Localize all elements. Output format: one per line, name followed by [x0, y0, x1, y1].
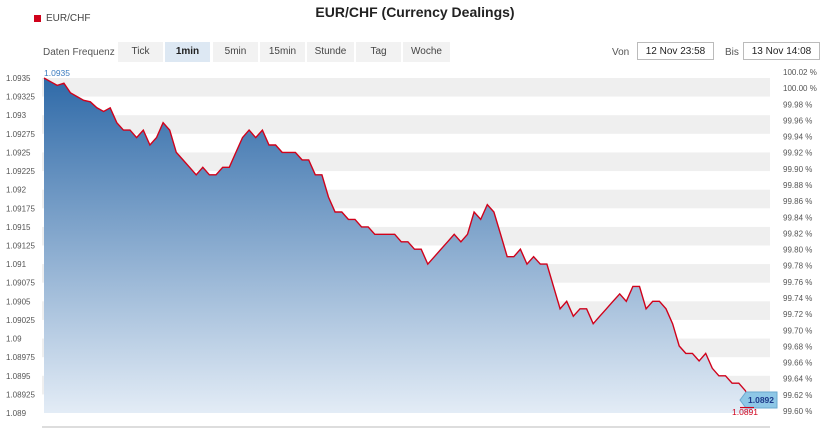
frequency-label: Daten Frequenz — [43, 47, 115, 58]
series-line — [43, 77, 753, 406]
current-value-badge — [739, 391, 778, 409]
y-right-tick-label: 99.88 % — [783, 181, 812, 190]
tab-stunde[interactable]: Stunde — [307, 42, 354, 62]
tab-15min[interactable]: 15min — [260, 42, 305, 62]
grid-band — [42, 115, 770, 134]
y-tick-label: 1.0915 — [6, 223, 31, 232]
y-tick-label: 1.0895 — [6, 372, 31, 381]
price-markers: 1.0935 1.0892 1.0891 — [44, 68, 778, 417]
start-value-label: 1.0935 — [44, 68, 70, 78]
y-tick-label: 1.09125 — [6, 242, 35, 251]
y-right-tick-label: 99.60 % — [783, 407, 812, 416]
y-tick-label: 1.09275 — [6, 130, 35, 139]
y-right-tick-label: 99.64 % — [783, 375, 812, 384]
y-tick-label: 1.09325 — [6, 93, 35, 102]
tab-tag[interactable]: Tag — [356, 42, 401, 62]
y-tick-label: 1.093 — [6, 111, 27, 120]
y-tick-label: 1.0935 — [6, 74, 31, 83]
y-right-tick-label: 99.76 % — [783, 278, 812, 287]
from-date-field[interactable]: 12 Nov 23:58 — [637, 42, 714, 60]
y-right-tick-label: 99.80 % — [783, 246, 812, 255]
y-tick-label: 1.0905 — [6, 297, 31, 306]
y-right-tick-label: 99.92 % — [783, 149, 812, 158]
y-right-tick-label: 99.74 % — [783, 294, 812, 303]
y-tick-label: 1.09175 — [6, 204, 35, 213]
y-right-tick-label: 99.68 % — [783, 342, 812, 351]
tab-woche[interactable]: Woche — [403, 42, 450, 62]
y-right-tick-label: 99.78 % — [783, 262, 812, 271]
legend: EUR/CHF — [34, 13, 90, 24]
y-right-tick-label: 99.62 % — [783, 391, 812, 400]
grid-band — [42, 152, 770, 172]
series-area — [44, 78, 752, 413]
tab-tick[interactable]: Tick — [118, 42, 163, 62]
y-tick-label: 1.08925 — [6, 390, 35, 399]
y-right-tick-label: 99.98 % — [783, 100, 812, 109]
toolbar: Daten Frequenz Tick 1min 5min 15min Stun… — [34, 42, 820, 62]
y-tick-label: 1.08975 — [6, 353, 35, 362]
to-date-field[interactable]: 13 Nov 14:08 — [743, 42, 820, 60]
from-label: Von — [612, 47, 630, 58]
y-tick-label: 1.092 — [6, 186, 27, 195]
y-tick-label: 1.089 — [6, 409, 27, 418]
y-tick-label: 1.091 — [6, 260, 27, 269]
tab-5min[interactable]: 5min — [213, 42, 258, 62]
tab-1min[interactable]: 1min — [165, 42, 210, 62]
y-right-tick-label: 100.00 % — [783, 84, 817, 93]
y-tick-label: 1.09 — [6, 335, 22, 344]
y-tick-label: 1.09225 — [6, 167, 35, 176]
left-y-axis: 1.0935 1.09325 1.093 1.09275 1.0925 1.09225 1.… — [6, 74, 35, 418]
legend-label: EUR/CHF — [46, 13, 91, 24]
chart-title: EUR/CHF (Currency Dealings) — [315, 4, 515, 20]
y-tick-label: 1.0925 — [6, 148, 31, 157]
y-right-tick-label: 99.66 % — [783, 359, 812, 368]
y-right-tick-label: 99.72 % — [783, 310, 812, 319]
y-right-tick-label: 99.84 % — [783, 213, 812, 222]
y-tick-label: 1.09075 — [6, 279, 35, 288]
y-right-tick-label: 99.70 % — [783, 326, 812, 335]
y-right-tick-label: 99.94 % — [783, 133, 812, 142]
current-value-label: 1.0892 — [748, 395, 774, 405]
to-label: Bis — [725, 47, 739, 58]
low-value-label: 1.0891 — [732, 407, 758, 417]
y-right-tick-label: 99.86 % — [783, 197, 812, 206]
right-y-axis: 100.02 % 100.00 % 99.98 % 99.96 % 99.94 % 99.… — [783, 68, 817, 416]
y-right-tick-label: 99.96 % — [783, 116, 812, 125]
y-right-tick-label: 100.02 % — [783, 68, 817, 77]
legend-swatch — [34, 15, 41, 22]
y-right-tick-label: 99.90 % — [783, 165, 812, 174]
y-tick-label: 1.09025 — [6, 316, 35, 325]
y-right-tick-label: 99.82 % — [783, 229, 812, 238]
grid-band — [42, 78, 770, 97]
